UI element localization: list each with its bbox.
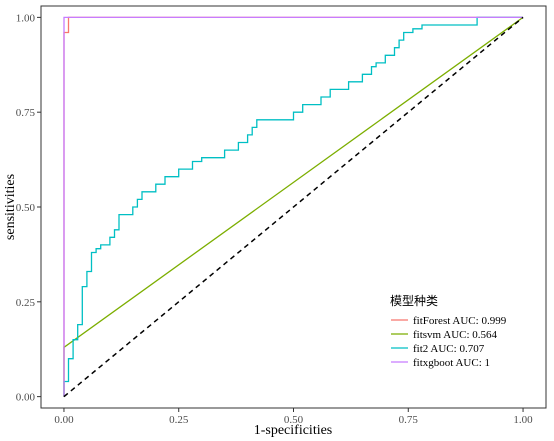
legend-title: 模型种类 xyxy=(390,294,438,308)
y-tick-label: 0.00 xyxy=(16,392,36,404)
x-tick-label: 0.25 xyxy=(169,414,189,426)
y-tick-label: 0.25 xyxy=(16,297,36,309)
plot-layer: 0.00 0.25 0.50 0.75 1.00 0.00 0.25 0.50 0.75 1.00 xyxy=(16,5,547,426)
roc-curve-3 xyxy=(63,16,523,397)
y-axis-title: sensitivities xyxy=(3,174,18,240)
y-tick-label: 0.75 xyxy=(16,107,36,119)
x-tick-label: 1.00 xyxy=(513,414,533,426)
roc-curve-2 xyxy=(63,16,523,397)
legend: 模型种类 fitForest AUC: 0.999 fitsvm AUC: 0.5… xyxy=(390,294,507,369)
x-tick-label: 0.75 xyxy=(399,414,419,426)
x-axis-title: 1-specificities xyxy=(254,423,333,438)
x-tick-label: 0.00 xyxy=(54,414,74,426)
x-tick-label: 0.50 xyxy=(284,414,304,426)
legend-label: fit2 AUC: 0.707 xyxy=(413,343,485,355)
legend-label: fitsvm AUC: 0.564 xyxy=(413,329,498,341)
y-tick-label: 0.50 xyxy=(16,202,36,214)
legend-label: fitxgboot AUC: 1 xyxy=(413,357,490,369)
reference-diagonal-line xyxy=(63,16,524,398)
legend-label: fitForest AUC: 0.999 xyxy=(413,315,507,327)
y-tick-label: 1.00 xyxy=(16,12,36,24)
